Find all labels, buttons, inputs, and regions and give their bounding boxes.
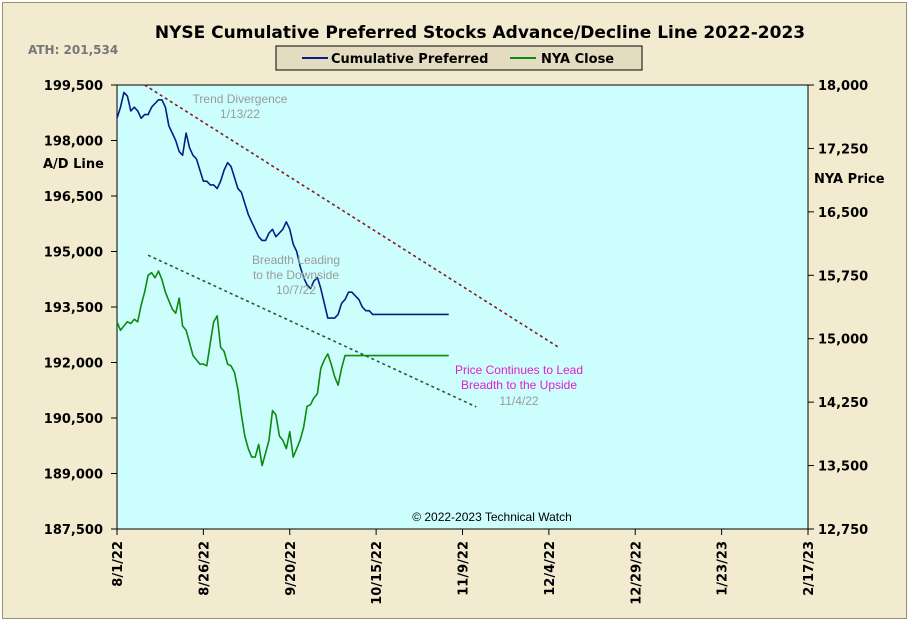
left-axis-tick-label: 187,500 xyxy=(44,523,103,538)
right-axis-tick-label: 16,500 xyxy=(818,206,868,221)
annotation-text: 11/4/22 xyxy=(499,394,538,408)
x-axis-tick-label: 12/29/22 xyxy=(629,541,644,605)
annotation-text: Trend Divergence xyxy=(193,92,288,106)
x-axis-tick-label: 9/20/22 xyxy=(284,541,299,596)
right-axis-tick-label: 18,000 xyxy=(818,79,868,94)
x-axis-tick-label: 10/15/22 xyxy=(370,541,385,605)
annotation-text: Breadth to the Upside xyxy=(461,378,577,392)
annotation-text: Breadth Leading xyxy=(252,253,340,267)
x-axis-tick-label: 8/26/22 xyxy=(197,541,212,596)
x-axis-tick-label: 11/9/22 xyxy=(457,541,472,596)
series-line-cumulative-preferred xyxy=(116,91,449,319)
left-axis-tick-label: 195,000 xyxy=(44,246,103,261)
series-line-nya-close xyxy=(116,270,449,467)
x-axis-tick-label: 12/4/22 xyxy=(543,541,558,596)
right-axis-tick-label: 13,500 xyxy=(818,460,868,475)
copyright-label: © 2022-2023 Technical Watch xyxy=(412,510,572,524)
trendlines xyxy=(144,84,560,408)
series-lines xyxy=(116,91,449,467)
annotation-text: 1/13/22 xyxy=(220,107,260,121)
x-axis-tick-label: 8/1/22 xyxy=(111,541,126,587)
left-axis-tick-label: 193,500 xyxy=(44,301,103,316)
right-axis-tick-label: 15,750 xyxy=(818,269,868,284)
left-axis-tick-label: 192,000 xyxy=(44,357,103,372)
left-axis-tick-label: 196,500 xyxy=(44,190,103,205)
x-axis-tick-label: 2/17/23 xyxy=(802,541,817,596)
right-axis-tick-label: 12,750 xyxy=(818,523,868,538)
legend-label-cumulative: Cumulative Preferred xyxy=(331,52,489,67)
trendline xyxy=(144,84,560,349)
x-axis-tick-label: 1/23/23 xyxy=(716,541,731,596)
annotation-trend-divergence: Trend Divergence 1/13/22 xyxy=(193,92,288,121)
legend: Cumulative Preferred NYA Close xyxy=(275,45,643,71)
right-axis-tick-label: 17,250 xyxy=(818,142,868,157)
right-axis-tick-label: 15,000 xyxy=(818,333,868,348)
axes: 187,500 189,000 190,500 192,000 193,500 195,0… xyxy=(44,79,868,605)
annotation-text: 10/7/22 xyxy=(276,283,316,297)
left-axis-tick-label: 190,500 xyxy=(44,412,103,427)
chart-title: NYSE Cumulative Preferred Stocks Advance… xyxy=(155,23,805,43)
left-axis-tick-label: 189,000 xyxy=(44,468,103,483)
right-axis-title: NYA Price xyxy=(814,172,885,187)
left-axis-tick-label: 199,500 xyxy=(44,79,103,94)
left-axis-tick-label: 198,000 xyxy=(44,135,103,150)
legend-label-nya: NYA Close xyxy=(541,52,614,67)
plot-area xyxy=(116,84,809,530)
trendline xyxy=(147,254,477,408)
right-axis-tick-label: 14,250 xyxy=(818,396,868,411)
annotation-text: to the Downside xyxy=(253,268,339,282)
annotation-breadth-leading: Breadth Leading to the Downside 10/7/22 xyxy=(252,253,340,297)
left-axis-title: A/D Line xyxy=(43,157,104,172)
annotation-price-continues: Price Continues to Lead Breadth to the U… xyxy=(455,363,583,408)
ath-label: ATH: 201,534 xyxy=(28,43,118,57)
annotation-text: Price Continues to Lead xyxy=(455,363,583,377)
